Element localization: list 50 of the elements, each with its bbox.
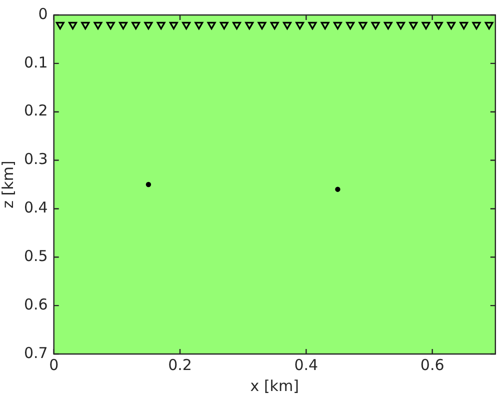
point xyxy=(371,22,380,30)
y-axis-title: z [km] xyxy=(0,160,17,208)
point xyxy=(118,22,128,30)
y-tick-label: 0.1 xyxy=(24,53,48,72)
point xyxy=(346,22,355,30)
point xyxy=(409,22,418,30)
y-tick-label: 0.2 xyxy=(24,102,48,120)
x-tick-label: 0.4 xyxy=(294,356,318,374)
point xyxy=(94,22,102,30)
point xyxy=(396,22,406,30)
y-tick-label: 0.6 xyxy=(24,295,48,314)
y-tick-label: 0.5 xyxy=(24,247,48,266)
point xyxy=(232,22,242,30)
point xyxy=(270,22,279,30)
point xyxy=(335,186,340,192)
point xyxy=(320,22,330,30)
point xyxy=(144,22,153,30)
y-tick-label: 0.3 xyxy=(24,150,48,168)
point xyxy=(446,22,456,30)
point xyxy=(258,22,266,30)
point xyxy=(207,22,216,30)
point xyxy=(132,22,140,30)
point xyxy=(460,22,468,30)
point xyxy=(156,22,166,30)
point xyxy=(282,22,292,30)
y-tick-label: 0.7 xyxy=(24,344,48,362)
point xyxy=(296,22,304,30)
point xyxy=(308,22,317,30)
point xyxy=(484,22,494,30)
point xyxy=(169,22,178,30)
point xyxy=(56,22,64,30)
point xyxy=(422,22,430,30)
x-tick-label: 0.6 xyxy=(420,356,444,374)
y-tick-label: 0.4 xyxy=(24,198,48,217)
x-axis-title: x [km] xyxy=(250,376,299,395)
point xyxy=(434,22,443,30)
point xyxy=(106,22,115,30)
point xyxy=(68,22,78,30)
point xyxy=(220,22,228,30)
point xyxy=(384,22,392,30)
point xyxy=(333,22,342,30)
point xyxy=(358,22,368,30)
x-tick-label: 0.2 xyxy=(168,356,192,374)
point xyxy=(194,22,204,30)
y-tick-label: 0 xyxy=(38,4,48,23)
point xyxy=(245,22,254,30)
point xyxy=(472,22,481,30)
point xyxy=(81,22,90,30)
point xyxy=(182,22,191,30)
point xyxy=(146,182,152,188)
